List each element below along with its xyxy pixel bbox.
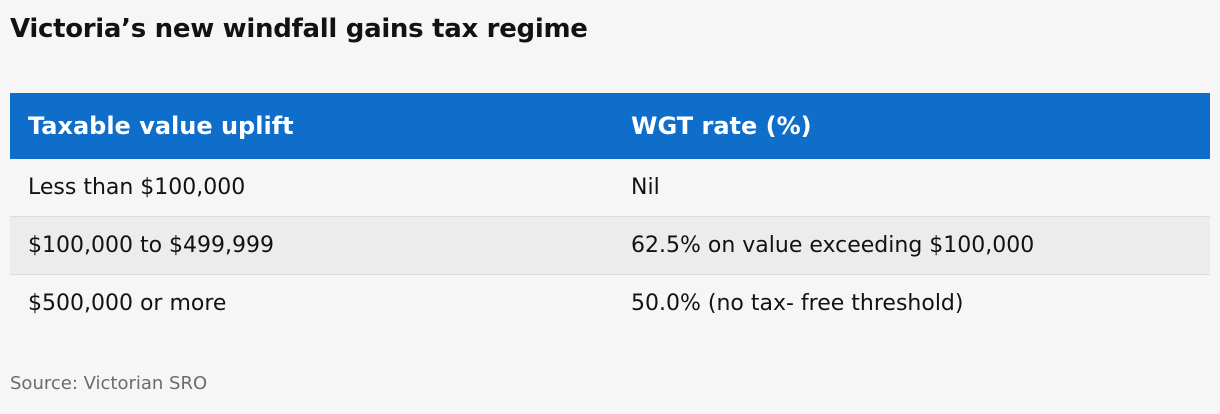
table: Taxable value uplift WGT rate (%) Less t… xyxy=(10,93,1210,332)
table-cell: $500,000 or more xyxy=(28,291,227,316)
header-cell: WGT rate (%) xyxy=(613,93,1210,159)
table-cell: 50.0% (no tax- free threshold) xyxy=(631,291,964,316)
table-body: Less than $100,000 Nil $100,000 to $499,99… xyxy=(10,159,1210,332)
table-cell: $100,000 to $499,999 xyxy=(10,216,613,275)
table-cell: Less than $100,000 xyxy=(10,159,613,217)
table-row: Less than $100,000 Nil xyxy=(10,159,1210,217)
header-cell: Taxable value uplift xyxy=(10,93,613,159)
table-cell: Nil xyxy=(613,159,1210,217)
title: Victoria’s new windfall gains tax regime xyxy=(10,14,588,44)
table-row: $100,000 to $499,999 62.5% on value excee… xyxy=(10,216,1210,275)
table-cell: 62.5% on value exceeding $100,000 xyxy=(613,216,1210,275)
source: Source: Victorian SRO xyxy=(10,373,208,394)
table-row: $500,000 or more 50.0% (no tax- free thre… xyxy=(10,275,1210,333)
header-row: Taxable value uplift WGT rate (%) xyxy=(10,93,1210,159)
